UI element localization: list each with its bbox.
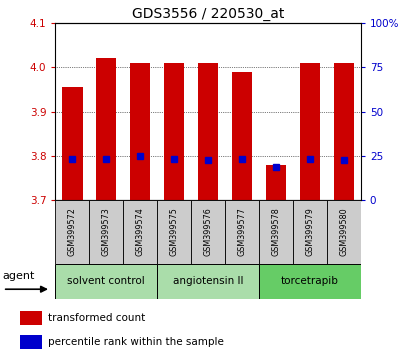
Text: solvent control: solvent control: [67, 276, 145, 286]
Text: agent: agent: [3, 271, 35, 281]
FancyBboxPatch shape: [55, 264, 157, 299]
Text: GSM399576: GSM399576: [203, 207, 212, 256]
Bar: [265, 165, 285, 200]
Text: transformed count: transformed count: [47, 313, 144, 323]
Text: percentile rank within the sample: percentile rank within the sample: [47, 337, 223, 347]
Text: GSM399580: GSM399580: [339, 207, 348, 256]
Text: GSM399575: GSM399575: [169, 207, 178, 256]
Bar: [20, 335, 42, 349]
Bar: [333, 63, 353, 200]
Title: GDS3556 / 220530_at: GDS3556 / 220530_at: [132, 7, 283, 21]
FancyBboxPatch shape: [123, 200, 157, 264]
Text: GSM399578: GSM399578: [271, 207, 280, 256]
Text: GSM399574: GSM399574: [135, 207, 144, 256]
Bar: [299, 63, 319, 200]
Bar: [130, 63, 150, 200]
FancyBboxPatch shape: [326, 200, 360, 264]
Text: GSM399579: GSM399579: [305, 207, 314, 256]
Text: angiotensin II: angiotensin II: [173, 276, 243, 286]
FancyBboxPatch shape: [55, 200, 89, 264]
Bar: [20, 312, 42, 325]
FancyBboxPatch shape: [89, 200, 123, 264]
Bar: [164, 63, 184, 200]
FancyBboxPatch shape: [225, 200, 258, 264]
Bar: [96, 58, 116, 200]
FancyBboxPatch shape: [258, 264, 360, 299]
FancyBboxPatch shape: [157, 200, 191, 264]
Bar: [62, 87, 82, 200]
Text: GSM399577: GSM399577: [237, 207, 246, 256]
Text: torcetrapib: torcetrapib: [280, 276, 338, 286]
Bar: [198, 63, 218, 200]
Text: GSM399572: GSM399572: [67, 207, 76, 256]
Text: GSM399573: GSM399573: [101, 207, 110, 256]
FancyBboxPatch shape: [191, 200, 225, 264]
Bar: [231, 72, 252, 200]
FancyBboxPatch shape: [292, 200, 326, 264]
FancyBboxPatch shape: [157, 264, 258, 299]
FancyBboxPatch shape: [258, 200, 292, 264]
